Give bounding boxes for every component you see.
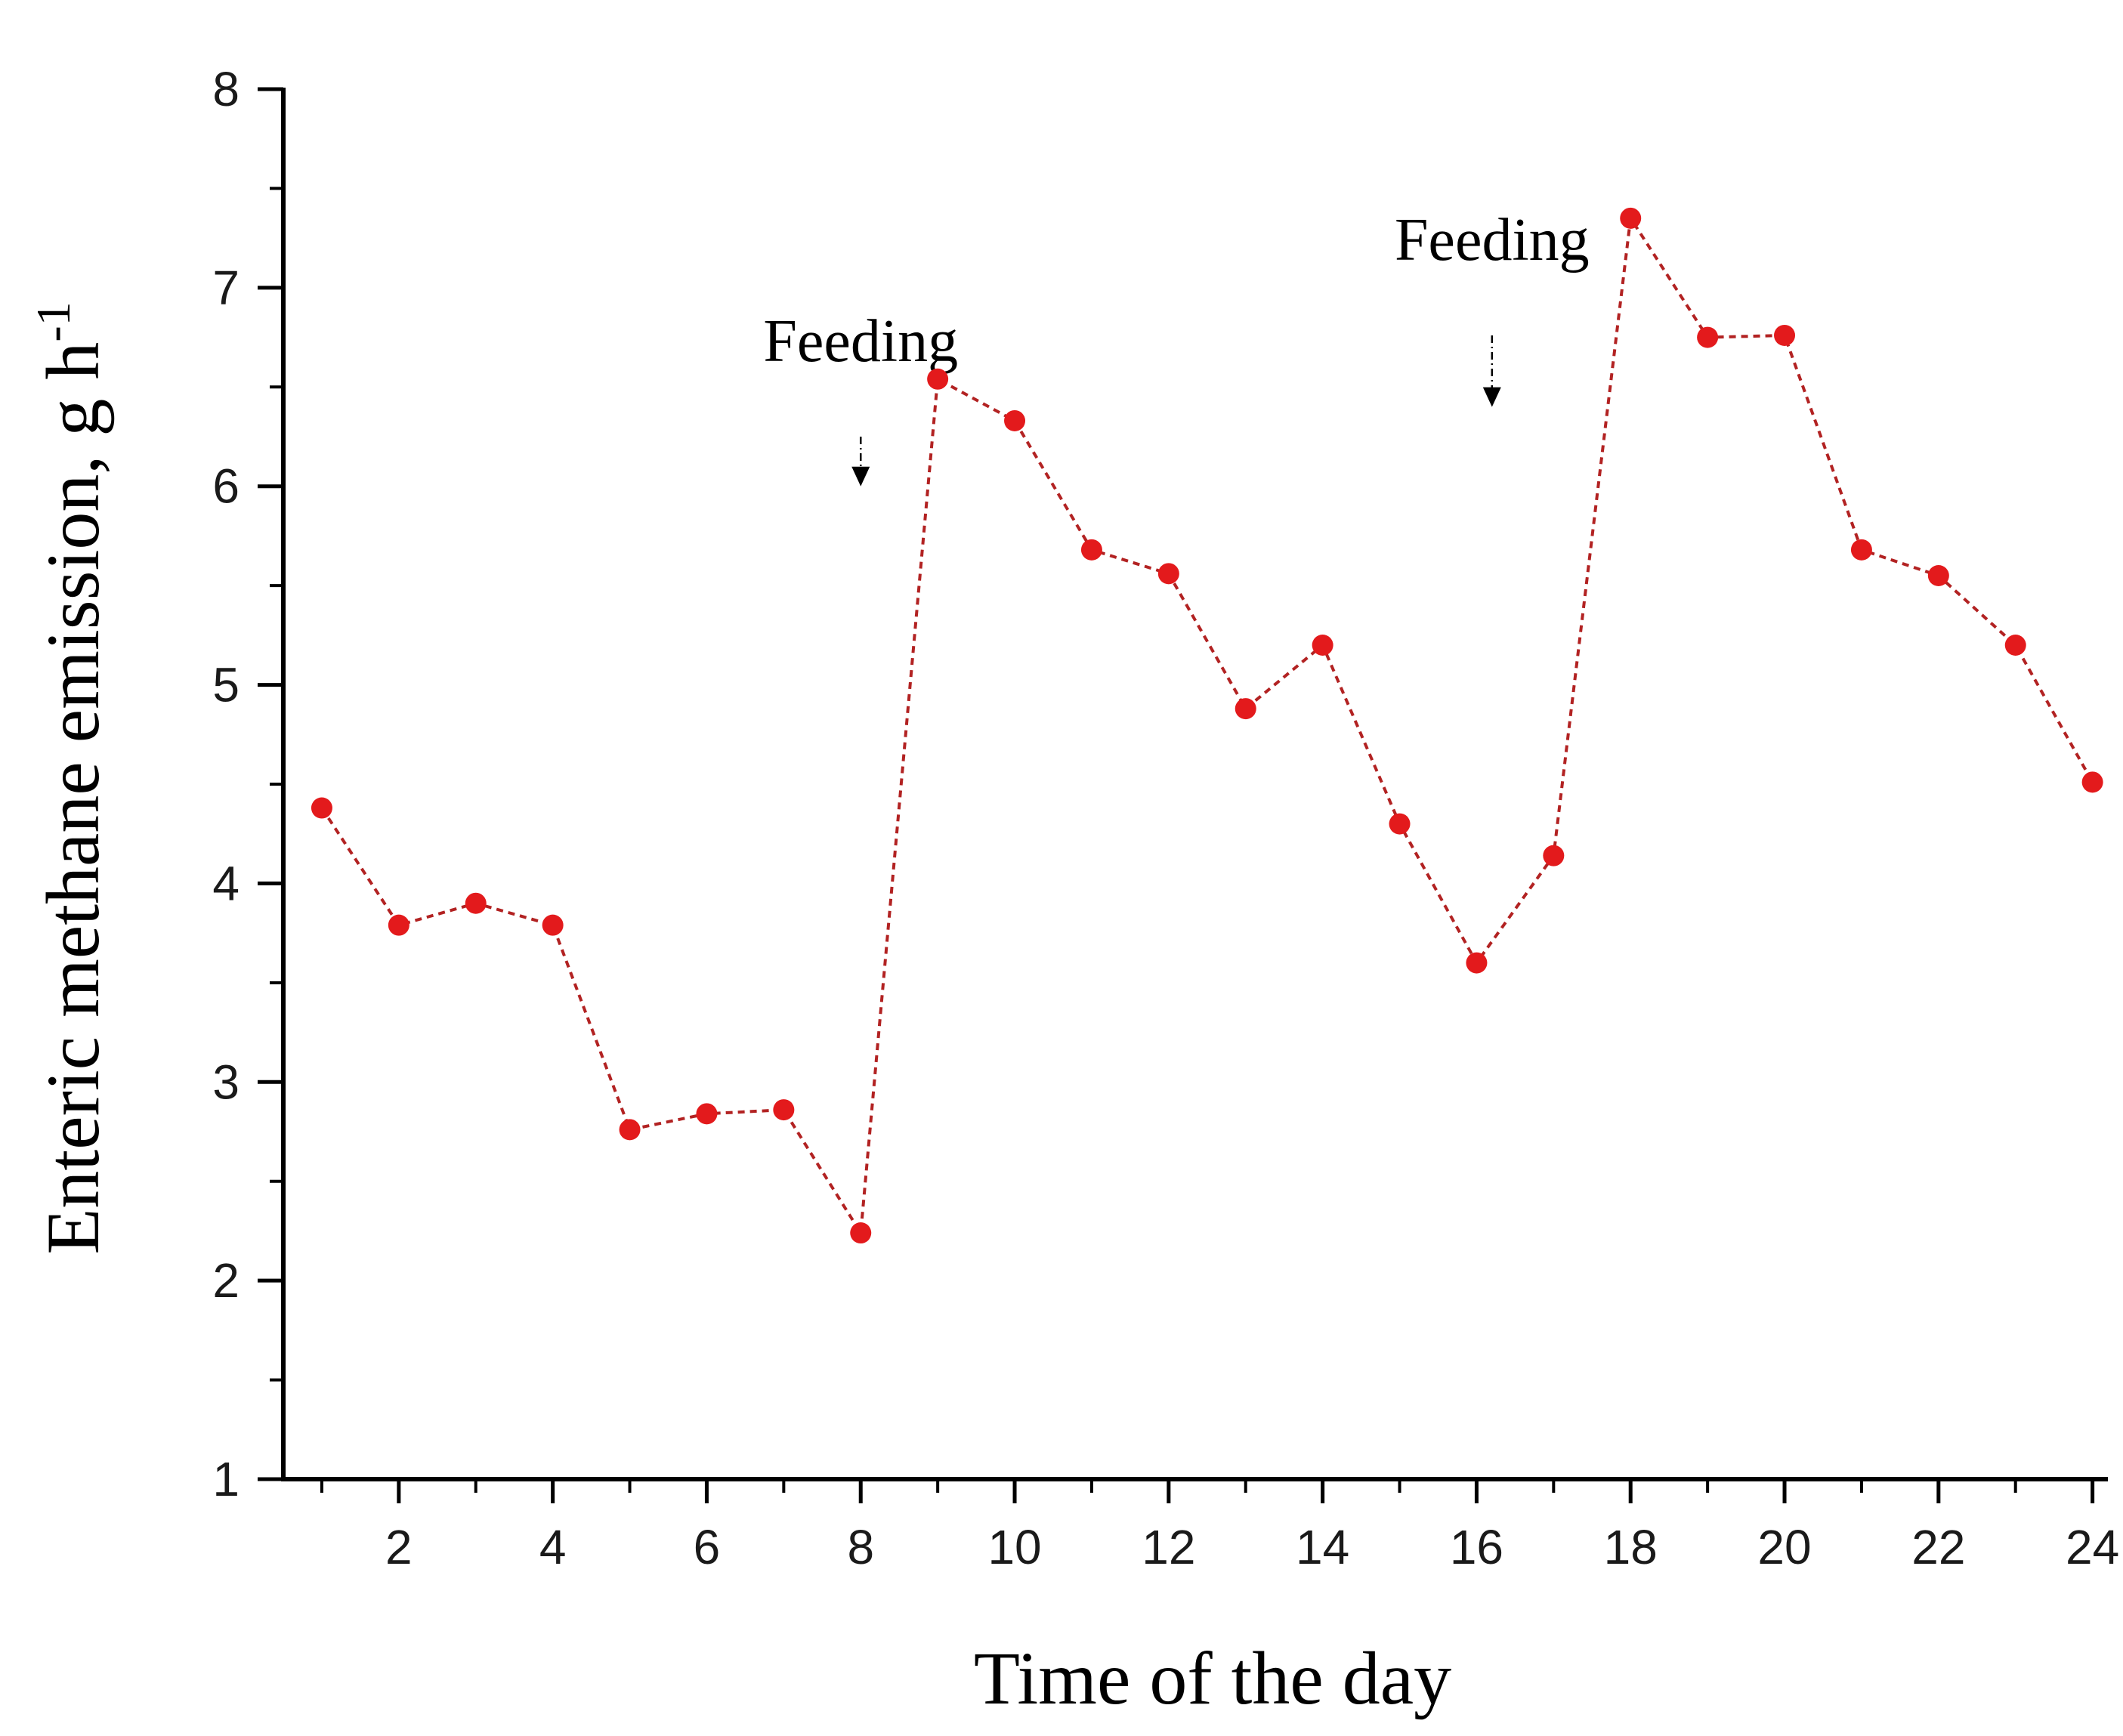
- x-tick-label: 18: [1604, 1520, 1658, 1574]
- x-tick-label: 16: [1450, 1520, 1503, 1574]
- x-axis-title: Time of the day: [974, 1636, 1451, 1720]
- y-axis-title-main: Enteric methane emission, g h: [31, 342, 115, 1255]
- data-point: [2004, 635, 2026, 656]
- y-tick-label: 7: [212, 261, 239, 315]
- data-point: [1850, 539, 1872, 561]
- axes: [281, 88, 2108, 1481]
- x-tick-label: 10: [987, 1520, 1041, 1574]
- x-tick-label: 4: [539, 1520, 567, 1574]
- data-point: [927, 368, 949, 390]
- data-point: [465, 892, 487, 914]
- feeding-arrow-head: [1482, 387, 1501, 407]
- data-point: [1235, 698, 1256, 720]
- y-tick-label: 8: [212, 62, 239, 116]
- y-axis-title-superscript: -1: [26, 301, 80, 341]
- data-point: [1927, 565, 1949, 586]
- feeding-label: Feeding: [763, 308, 958, 375]
- data-point: [311, 797, 332, 819]
- feeding-arrow-head: [851, 466, 870, 487]
- data-point: [1774, 324, 1796, 346]
- y-tick-label: 1: [212, 1452, 239, 1506]
- data-point: [1004, 409, 1026, 431]
- data-point: [1157, 563, 1179, 585]
- feeding-label: Feeding: [1395, 207, 1590, 273]
- data-point: [850, 1222, 872, 1244]
- x-tick-label: 2: [385, 1520, 413, 1574]
- x-tick-label: 14: [1296, 1520, 1349, 1574]
- y-tick-label: 6: [212, 459, 239, 514]
- y-tick-label: 3: [212, 1055, 239, 1109]
- x-axis-ticks: 2 4 6 8 10 12 14 16 18 20 22 24: [320, 1479, 2119, 1574]
- y-tick-label: 5: [212, 658, 239, 712]
- y-tick-label: 2: [212, 1253, 239, 1308]
- series-line: [320, 214, 2094, 1238]
- data-point: [1389, 813, 1411, 835]
- x-tick-label: 8: [847, 1520, 874, 1574]
- y-axis-title: Enteric methane emission, g h-1: [26, 301, 115, 1254]
- data-point: [1312, 635, 1333, 656]
- data-point: [542, 914, 564, 936]
- data-point: [1543, 845, 1565, 866]
- data-point: [1697, 326, 1719, 348]
- x-tick-label: 20: [1757, 1520, 1811, 1574]
- data-point: [1466, 952, 1488, 974]
- data-point: [773, 1099, 795, 1121]
- data-point: [696, 1103, 718, 1125]
- x-tick-label: 22: [1911, 1520, 1965, 1574]
- data-point: [619, 1119, 641, 1141]
- data-point: [1080, 539, 1102, 561]
- annotations: Feeding Feeding: [763, 207, 1590, 487]
- data-point: [388, 914, 409, 936]
- x-tick-label: 6: [694, 1520, 721, 1574]
- y-axis-ticks: 1 2 3 4 5 6 7 8: [212, 62, 283, 1506]
- series-layer: [311, 207, 2103, 1244]
- x-tick-label: 12: [1142, 1520, 1195, 1574]
- x-tick-label: 24: [2066, 1520, 2119, 1574]
- data-point: [1620, 207, 1642, 229]
- y-tick-label: 4: [212, 856, 239, 910]
- data-point: [2081, 771, 2103, 793]
